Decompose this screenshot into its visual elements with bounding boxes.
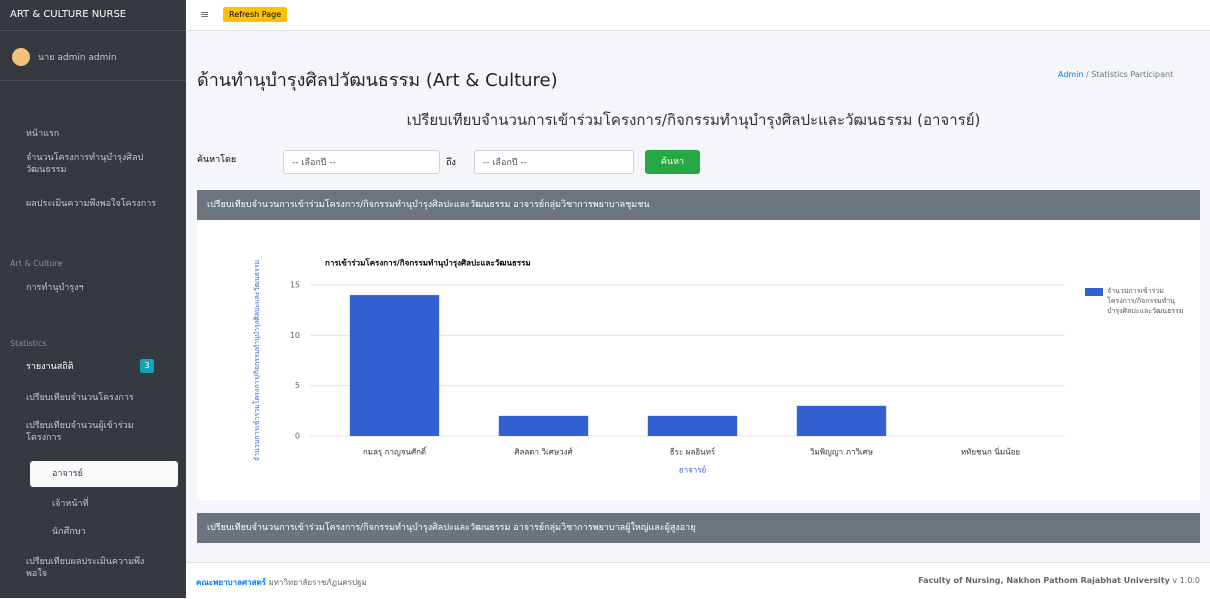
bar (499, 416, 588, 436)
nav-item-active[interactable]: อาจารย์ (52, 468, 218, 480)
heading: เปรียบเทียบจำนวนการเข้าร่วมโครงการ/กิจกร… (197, 108, 1190, 132)
nav-item[interactable]: หน้าแรก (26, 128, 192, 140)
menu-icon[interactable]: ≡ (200, 8, 209, 21)
footer-link[interactable]: คณะพยาบาลศาสตร์ (196, 578, 266, 587)
chart-card: การเข้าร่วมโครงการ/กิจกรรมทำนุบำรุงศิลปะ… (197, 220, 1200, 500)
avatar (12, 48, 30, 66)
y-tick-label: 10 (290, 331, 300, 340)
nav-item[interactable]: ผลประเมินความพึงพอใจโครงการ (26, 198, 166, 210)
bar (648, 416, 737, 436)
brand[interactable]: ART & CULTURE NURSE (10, 9, 176, 21)
nav-item[interactable]: เปรียบเทียบจำนวนผู้เข้าร่วมโครงการ (26, 420, 146, 444)
y-tick-label: 15 (290, 281, 300, 290)
breadcrumb: Admin / Statistics Participant (1058, 70, 1173, 79)
x-tick-label: ธีระ ผลอินทร์ (670, 447, 716, 457)
bar (797, 406, 886, 436)
x-tick-label: วิมพิญญา ภาวิเศษ (809, 448, 873, 457)
breadcrumb-link[interactable]: Admin (1058, 70, 1084, 79)
breadcrumb-current: Statistics Participant (1091, 70, 1173, 79)
badge: 3 (140, 359, 154, 373)
select-from[interactable]: -- เลือกปี -- (283, 150, 440, 174)
x-tick-label: ศิลลดา วิเศษวงศ์ (514, 447, 572, 457)
nav-item[interactable]: การทำนุบำรุงฯ (26, 282, 192, 294)
user-name[interactable]: นาย admin admin (38, 52, 204, 64)
card-header: เปรียบเทียบจำนวนการเข้าร่วมโครงการ/กิจกร… (197, 190, 1200, 220)
x-tick-label: หทัยชนก นิ่มน้อย (961, 446, 1020, 457)
footer: คณะพยาบาลศาสตร์ มหาวิทยาลัยราชภัฏนครปฐม … (186, 562, 1210, 599)
chart: การเข้าร่วมโครงการ/กิจกรรมทำนุบำรุงศิลปะ… (197, 220, 1200, 500)
nav-item[interactable]: เปรียบเทียบจำนวนโครงการ (26, 392, 192, 404)
bar (350, 295, 439, 436)
chart-title: การเข้าร่วมโครงการ/กิจกรรมทำนุบำรุงศิลปะ… (325, 258, 531, 269)
version: v 1.0.0 (1172, 576, 1200, 585)
page-title: ด้านทำนุบำรุงศิลปวัฒนธรรม (Art & Culture… (197, 65, 558, 94)
nav-header: Art & Culture (10, 258, 176, 270)
y-tick-label: 0 (295, 432, 300, 441)
nav-item[interactable]: เปรียบเทียบผลประเมินความพึงพอใจ (26, 556, 156, 580)
footer-right: Faculty of Nursing, Nakhon Pathom Rajabh… (918, 576, 1170, 585)
page: ART & CULTURE NURSE นาย admin admin หน้า… (0, 0, 1210, 598)
x-tick-label: กมลรุ กาญจนศักดิ์ (363, 446, 428, 457)
nav-item[interactable]: จำนวนโครงการทำนุบำรุงศิลปวัฒนธรรม (26, 152, 166, 176)
nav-header: Statistics (10, 338, 176, 350)
search-button[interactable]: ค้นหา (645, 150, 700, 174)
filter-to: ถึง (446, 155, 456, 169)
nav-item[interactable]: เจ้าหน้าที่ (52, 498, 218, 510)
refresh-button[interactable]: Refresh Page (223, 7, 287, 22)
legend-label[interactable]: จำนวนการเข้าร่วมโครงการ/กิจกรรมทำนุบำรุง… (1107, 286, 1189, 316)
nav-item[interactable]: รายงานสถิติ (26, 361, 192, 373)
card-header: เปรียบเทียบจำนวนการเข้าร่วมโครงการ/กิจกร… (197, 513, 1200, 543)
sidebar: ART & CULTURE NURSE นาย admin admin หน้า… (0, 0, 186, 598)
nav-item[interactable]: นักศึกษา (52, 526, 218, 538)
y-axis-label: จำนวนการเข้าร่วมโครงการ/กิจกรรมทำนุบำรุง… (252, 260, 261, 461)
select-to[interactable]: -- เลือกปี -- (474, 150, 634, 174)
legend-swatch (1085, 288, 1103, 296)
navbar: ≡ Refresh Page (186, 0, 1210, 31)
y-tick-label: 5 (295, 381, 300, 390)
footer-text: มหาวิทยาลัยราชภัฏนครปฐม (269, 578, 367, 587)
x-axis-label: อาจารย์ (679, 465, 706, 475)
filter-label: ค้นหาโดย (197, 152, 236, 166)
